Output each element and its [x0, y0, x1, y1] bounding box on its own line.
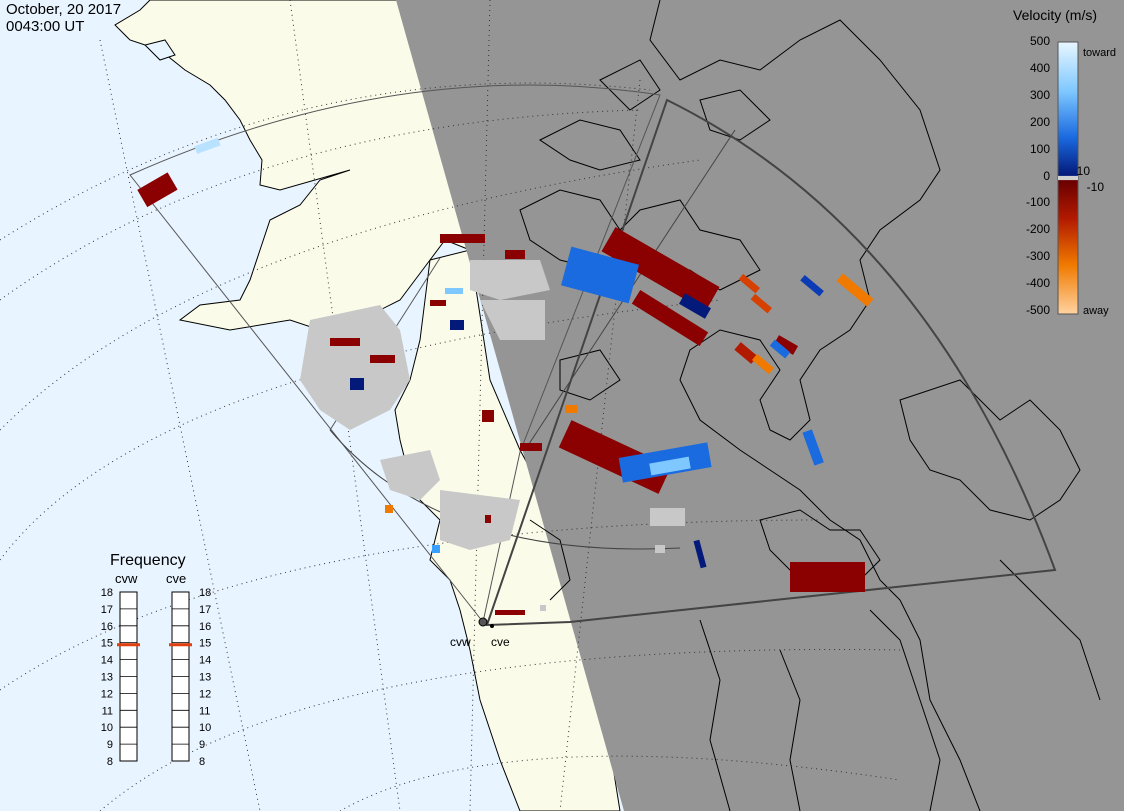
tick-300: 300 — [1030, 88, 1050, 102]
freq-scale-label: 13 — [101, 672, 113, 684]
freq-scale-label: 12 — [199, 688, 211, 700]
ground-scatter — [300, 260, 685, 611]
tick-minus-500: -500 — [1026, 303, 1050, 317]
freq-scale-label: 18 — [199, 587, 211, 599]
freq-scale-label: 9 — [107, 739, 113, 751]
velocity-legend: Velocity (m/s) 500 400 300 200 100 10 0 … — [1013, 7, 1116, 317]
freq-scale-label: 10 — [101, 722, 113, 734]
frequency-title: Frequency — [110, 552, 186, 569]
freq-scale-label: 15 — [199, 638, 211, 650]
site-cve-label: cve — [491, 635, 510, 649]
freq-scale-label: 11 — [199, 705, 210, 717]
freq-scale-label: 14 — [199, 655, 211, 667]
away-label: away — [1083, 305, 1109, 317]
tick-500: 500 — [1030, 34, 1050, 48]
freq-scale-label: 16 — [199, 621, 211, 633]
toward-label: toward — [1083, 47, 1116, 59]
frequency-panel: Frequency cvw cve 18 17 16 15 14 13 12 11 10 9 8 18… — [101, 552, 212, 768]
fov-cve — [485, 98, 1057, 627]
tick-200: 200 — [1030, 115, 1050, 129]
freq-scale-label: 14 — [101, 655, 113, 667]
tick-minus-100: -100 — [1026, 195, 1050, 209]
tick-minus-300: -300 — [1026, 249, 1050, 263]
tick-400: 400 — [1030, 61, 1050, 75]
fov-cvw — [129, 84, 661, 624]
site-cve-marker — [490, 624, 494, 628]
freq-radar-cvw-label: cvw — [115, 571, 138, 586]
freq-scale-label: 17 — [101, 604, 113, 616]
echoes-toward — [194, 137, 824, 569]
tick-0: 0 — [1043, 169, 1050, 183]
velocity-legend-title: Velocity (m/s) — [1013, 7, 1097, 23]
freq-scale-label: 8 — [107, 756, 113, 768]
freq-scale-label: 13 — [199, 672, 211, 684]
freq-scale-label: 8 — [199, 756, 205, 768]
freq-scale-label: 12 — [101, 688, 113, 700]
night-region — [396, 0, 1124, 811]
freq-scale-label: 9 — [199, 739, 205, 751]
echoes-orange — [385, 273, 874, 513]
radar-sites: cvw cve — [450, 617, 510, 649]
freq-radar-cve-label: cve — [166, 571, 186, 586]
site-cvw-label: cvw — [450, 635, 471, 649]
freq-scale-label: 16 — [101, 621, 113, 633]
time-label: 0043:00 UT — [6, 18, 84, 35]
tick-minus-400: -400 — [1026, 276, 1050, 290]
site-cvw-marker — [478, 617, 488, 627]
tick-minus-200: -200 — [1026, 222, 1050, 236]
date-label: October, 20 2017 — [6, 1, 121, 18]
freq-scale-label: 11 — [102, 705, 113, 717]
tick-100: 100 — [1030, 142, 1050, 156]
tick-minus-10: -10 — [1087, 180, 1105, 194]
tick-10: 10 — [1077, 164, 1091, 178]
freq-scale-label: 15 — [101, 638, 113, 650]
freq-scale-label: 18 — [101, 587, 113, 599]
freq-scale-label: 17 — [199, 604, 211, 616]
freq-scale-label: 10 — [199, 722, 211, 734]
